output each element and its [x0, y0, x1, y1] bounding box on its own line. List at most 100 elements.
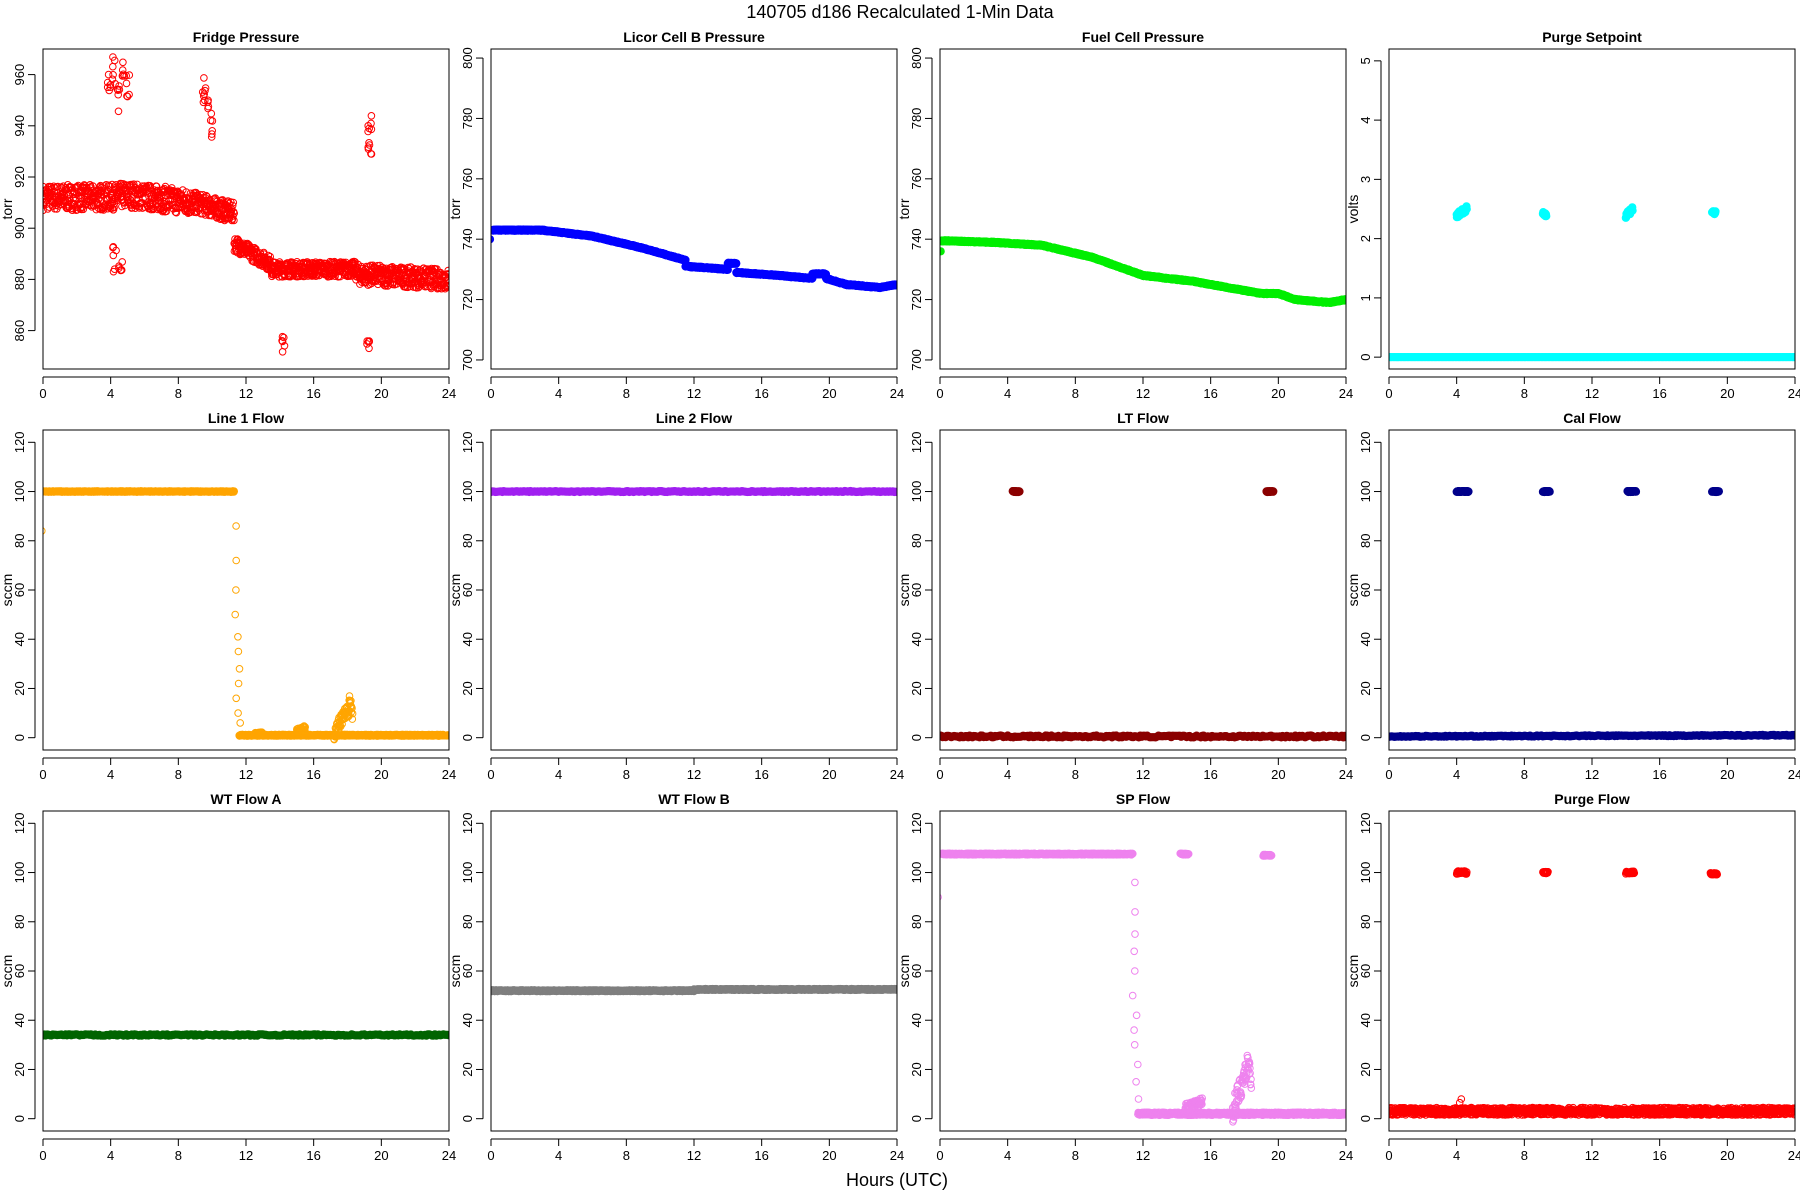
data-point [280, 333, 288, 342]
data-point [208, 117, 217, 125]
x-axis: 0 4 8 12 16 20 24 [487, 376, 904, 401]
data-point [114, 90, 122, 99]
data-point [365, 139, 373, 147]
x-tick-label: 4 [555, 386, 562, 401]
data-point [266, 258, 274, 266]
x-tick-label: 8 [1072, 386, 1079, 401]
data-point [122, 79, 131, 88]
x-tick-label: 4 [1004, 386, 1011, 401]
data-point [230, 209, 238, 218]
data-point [208, 130, 216, 138]
x-tick-label: 4 [1453, 386, 1460, 401]
y-tick-label: 100 [12, 481, 27, 503]
data-point [208, 127, 216, 135]
data-point [117, 266, 125, 274]
data-point [310, 271, 319, 279]
x-tick-label: 20 [822, 386, 836, 401]
panel-title: Licor Cell B Pressure [623, 29, 765, 45]
y-tick-label: 80 [12, 534, 27, 548]
y-tick-label: 720 [909, 289, 924, 311]
data-point [109, 267, 118, 276]
x-tick-label: 0 [39, 386, 46, 401]
x-tick-label: 8 [175, 767, 182, 782]
y-tick-label: 760 [460, 168, 475, 190]
data-point [108, 75, 117, 84]
data-point [207, 109, 216, 118]
plot-area [491, 225, 897, 293]
y-axis-label: torr [896, 198, 912, 219]
data-point [123, 92, 131, 100]
plot-frame [42, 48, 450, 370]
x-axis: 0 4 8 12 16 20 24 [39, 376, 456, 401]
y-tick-label: 700 [460, 349, 475, 371]
y-tick-label: 2 [1358, 235, 1373, 242]
data-point [109, 53, 117, 61]
plot-frame [939, 48, 1347, 370]
x-tick-label: 24 [442, 767, 456, 782]
data-point [892, 280, 897, 289]
plot-area [1389, 202, 1795, 362]
x-tick-label: 12 [1585, 386, 1599, 401]
data-point [228, 215, 237, 223]
y-tick-label: 700 [909, 349, 924, 371]
y-tick-label: 760 [909, 168, 924, 190]
data-point [491, 235, 495, 244]
y-axis-label: volts [1345, 195, 1361, 224]
data-point [233, 235, 242, 243]
y-tick-label: 940 [12, 115, 27, 137]
data-point [364, 122, 373, 130]
data-point [118, 258, 126, 266]
data-point [278, 348, 287, 356]
data-point [260, 250, 268, 258]
y-tick-label: 780 [460, 108, 475, 130]
x-axis: 0 4 8 12 16 20 24 [1385, 376, 1800, 401]
data-point [122, 71, 130, 80]
y-axis-label: torr [447, 198, 463, 219]
data-point [407, 263, 415, 272]
x-tick-label: 0 [487, 386, 494, 401]
x-tick-label: 0 [39, 767, 46, 782]
data-point [110, 203, 118, 212]
data-point [114, 107, 123, 116]
x-tick-label: 20 [374, 386, 388, 401]
panel-title: Purge Setpoint [1542, 29, 1642, 45]
data-point [444, 266, 449, 275]
data-point [115, 264, 123, 272]
y-tick-label: 0 [12, 734, 27, 741]
y-tick-label: 880 [12, 269, 27, 291]
data-point [97, 191, 106, 199]
data-point [109, 243, 117, 252]
data-point [123, 92, 132, 101]
data-point [732, 259, 741, 268]
data-point [1628, 206, 1637, 215]
x-tick-label: 20 [1720, 386, 1734, 401]
data-point [204, 96, 212, 105]
data-point [364, 143, 373, 151]
data-point [1542, 212, 1551, 221]
data-point [104, 70, 113, 79]
data-point [230, 216, 238, 225]
y-tick-label: 920 [12, 166, 27, 188]
x-tick-label: 24 [1339, 386, 1353, 401]
data-point [54, 182, 62, 191]
data-point [234, 235, 242, 244]
panel-title: Fridge Pressure [193, 29, 300, 45]
x-tick-label: 16 [1203, 386, 1217, 401]
y-tick-label: 800 [909, 47, 924, 69]
data-point [49, 182, 58, 191]
panel-title: Line 1 Flow [208, 410, 284, 426]
data-point [200, 74, 208, 82]
data-point [364, 337, 373, 346]
x-tick-label: 24 [1788, 386, 1800, 401]
plot-frame [490, 48, 898, 370]
data-point [363, 337, 372, 345]
x-tick-label: 8 [175, 386, 182, 401]
y-tick-label: 60 [12, 583, 27, 597]
